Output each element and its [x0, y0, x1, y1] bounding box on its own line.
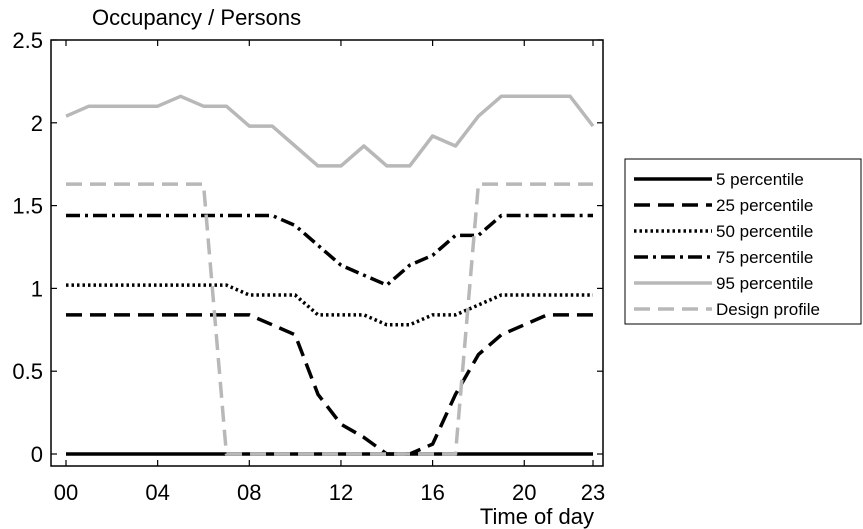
y-tick-label-2: 1 — [31, 276, 43, 301]
plot-frame — [50, 39, 604, 467]
plot-lines — [65, 94, 595, 456]
series-line-4 — [66, 213, 593, 287]
y-tick-label-5: 2.5 — [12, 28, 43, 53]
x-tick-label-3: 12 — [329, 480, 353, 505]
legend-label-2: 25 percentile — [716, 196, 813, 215]
series-line-6 — [66, 182, 593, 456]
legend-label-3: 50 percentile — [716, 222, 813, 241]
x-tick-label-2: 08 — [237, 480, 261, 505]
y-tick-label-0: 0 — [31, 442, 43, 467]
x-tick-label-0: 00 — [54, 480, 78, 505]
y-tick-label-1: 0.5 — [12, 359, 43, 384]
series-line-3 — [66, 283, 593, 327]
legend-label-4: 75 percentile — [716, 248, 813, 267]
legend-box — [624, 158, 862, 325]
y-tick-label-4: 2 — [31, 111, 43, 136]
legend-label-5: 95 percentile — [716, 274, 813, 293]
x-axis: 00 04 08 12 16 20 23 — [54, 40, 605, 505]
x-tick-label-4: 16 — [420, 480, 444, 505]
x-tick-label-1: 04 — [145, 480, 169, 505]
chart-title: Occupancy / Persons — [92, 5, 301, 30]
y-tick-label-3: 1.5 — [12, 194, 43, 219]
legend-label-6: Design profile — [716, 300, 820, 319]
x-axis-title: Time of day — [480, 504, 594, 529]
legend-label-1: 5 percentile — [716, 170, 804, 189]
x-tick-label-5: 20 — [512, 480, 536, 505]
series-line-5 — [65, 94, 595, 168]
legend: 5 percentile 25 percentile 50 percentile 75… — [624, 158, 862, 325]
y-axis: 0 0.5 1 1.5 2 2.5 — [12, 28, 603, 467]
x-tick-label-6: 23 — [581, 480, 605, 505]
series-line-2 — [66, 313, 593, 456]
